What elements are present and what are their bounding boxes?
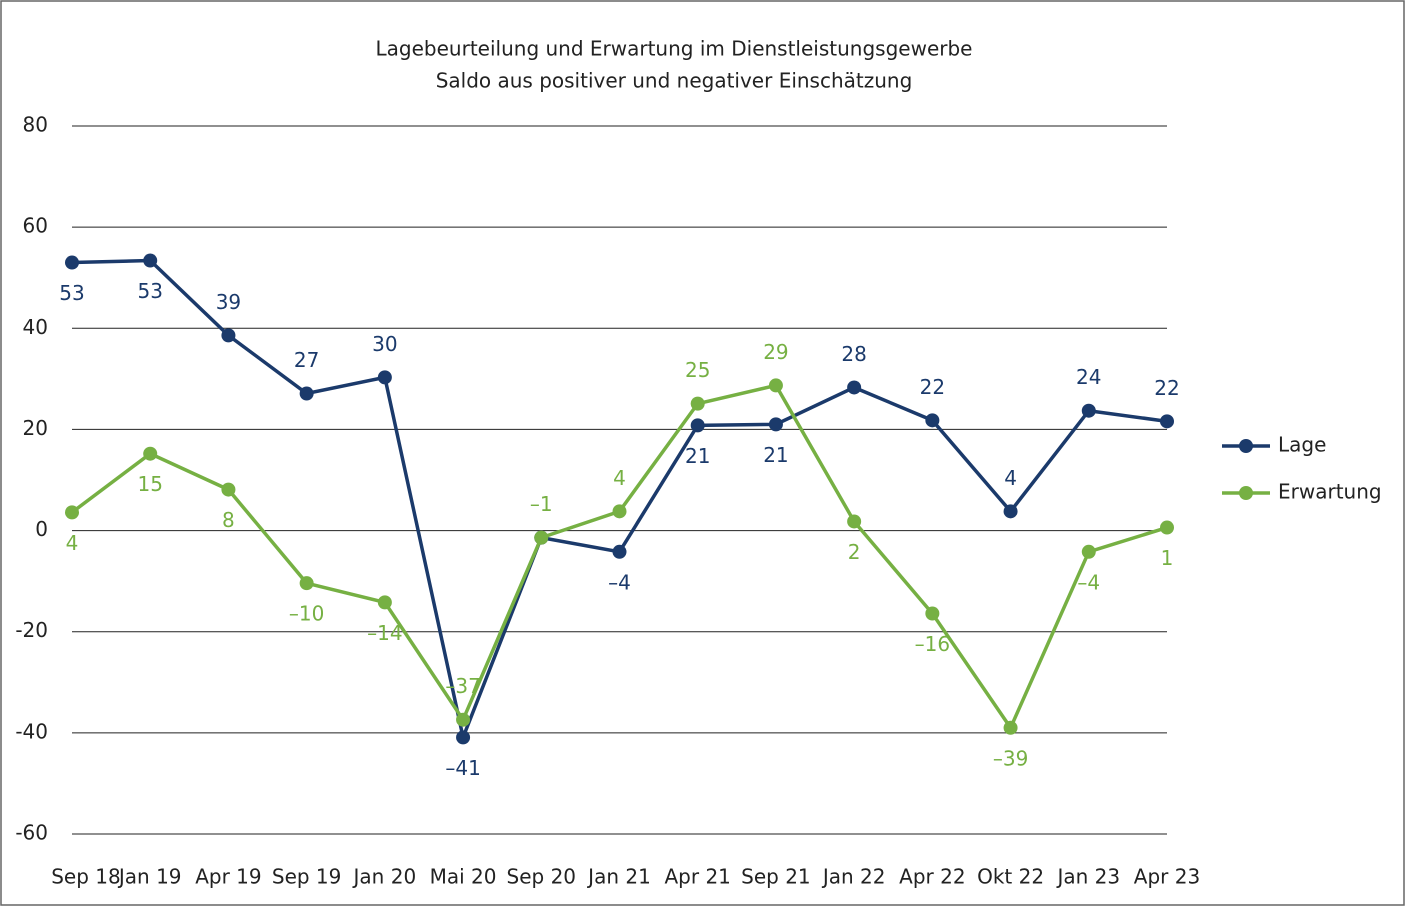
data-point [1003,720,1018,735]
data-point [377,370,392,385]
y-tick-label: 80 [23,113,48,137]
y-tick-label: 0 [35,517,48,541]
data-label: 39 [216,290,241,314]
y-tick-label: 40 [23,315,48,339]
x-tick-label: Okt 22 [977,865,1044,889]
data-label: 27 [294,348,319,372]
data-label: –10 [289,602,324,626]
data-point [534,530,549,545]
x-tick-label: Sep 21 [741,865,811,889]
data-point [1160,414,1174,429]
y-tick-label: 20 [23,416,48,440]
y-tick-label: -20 [15,618,48,642]
data-label: 22 [1154,376,1179,400]
data-label: –41 [445,756,480,780]
data-point [456,730,471,745]
legend-label: Erwartung [1278,480,1382,504]
data-label: 28 [841,342,866,366]
x-tick-label: Sep 18 [51,865,121,889]
data-label: 53 [137,279,162,303]
x-tick-label: Apr 21 [665,865,731,889]
data-label: 4 [613,466,626,490]
data-point [847,514,862,529]
data-point [690,396,705,411]
data-label: 30 [372,332,397,356]
data-point [299,386,314,401]
legend-marker [1239,439,1253,453]
data-point [768,417,783,432]
data-point [221,482,236,497]
data-point [768,378,783,393]
x-tick-label: Sep 19 [272,865,342,889]
data-label: –39 [993,746,1028,770]
data-label: –16 [915,632,950,656]
data-label: 22 [920,375,945,399]
chart-subtitle: Saldo aus positiver und negativer Einsch… [436,69,913,93]
x-tick-label: Jan 19 [117,865,182,889]
data-point [925,413,940,428]
data-point [221,328,236,343]
data-point [65,255,79,270]
data-label: 53 [59,281,84,305]
data-label: 24 [1076,365,1101,389]
data-label: 15 [137,472,162,496]
data-point [456,712,471,727]
y-tick-label: -60 [15,821,48,845]
data-point [612,504,627,519]
data-label: 29 [763,340,788,364]
y-tick-label: -40 [15,719,48,743]
x-tick-label: Apr 23 [1134,865,1200,889]
data-point [143,446,158,461]
data-label: –4 [1077,570,1100,594]
x-tick-label: Jan 22 [821,865,886,889]
data-point [1081,544,1096,559]
data-label: –1 [530,492,553,516]
data-label: 2 [848,540,861,564]
data-point [65,505,79,520]
data-point [925,606,940,621]
data-label: 21 [685,444,710,468]
data-label: 8 [222,508,235,532]
data-label: 4 [66,531,79,555]
data-label: –4 [608,570,631,594]
data-label: 1 [1161,546,1174,570]
data-point [612,544,627,559]
data-point [143,253,158,268]
data-label: 25 [685,358,710,382]
data-label: 21 [763,443,788,467]
data-point [299,576,314,591]
x-tick-label: Mai 20 [430,865,497,889]
data-label: –14 [367,621,402,645]
x-tick-label: Sep 20 [507,865,577,889]
data-point [1081,403,1096,418]
legend-label: Lage [1278,433,1326,457]
y-tick-label: 60 [23,214,48,238]
data-point [690,418,705,433]
chart-title: Lagebeurteilung und Erwartung im Dienstl… [376,37,973,61]
data-label: –37 [445,674,480,698]
x-tick-label: Jan 20 [352,865,417,889]
x-tick-label: Jan 23 [1055,865,1120,889]
data-point [1160,520,1174,535]
x-tick-label: Apr 22 [899,865,965,889]
x-tick-label: Jan 21 [586,865,651,889]
data-label: 4 [1004,466,1017,490]
data-point [1003,504,1018,519]
x-tick-label: Apr 19 [195,865,261,889]
legend-marker [1239,486,1253,500]
data-point [377,595,392,610]
data-point [847,380,862,395]
